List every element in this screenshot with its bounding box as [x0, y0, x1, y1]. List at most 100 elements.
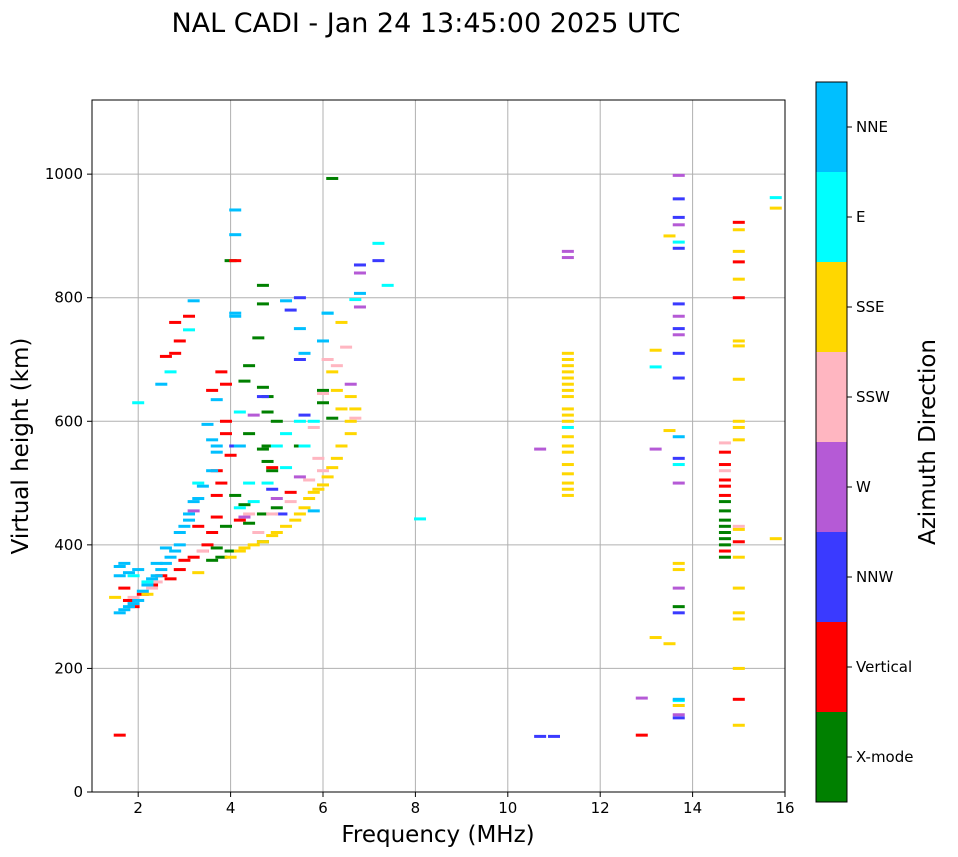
data-point-nne: [229, 314, 242, 318]
data-point-nne: [173, 531, 186, 534]
colorbar-swatch-nnw: [816, 532, 847, 622]
data-point-e: [672, 463, 685, 467]
data-point-nne: [150, 561, 163, 565]
data-point-sse: [298, 506, 311, 510]
data-point-w: [672, 223, 685, 227]
data-point-vertical: [113, 733, 126, 737]
data-point-sse: [732, 339, 745, 343]
data-point-sse: [561, 444, 574, 448]
colorbar-swatch-e: [816, 172, 847, 262]
data-point-w: [293, 475, 306, 479]
colorbar-swatch-vertical: [816, 622, 847, 712]
data-point-nnw: [672, 611, 685, 615]
data-point-sse: [335, 444, 348, 448]
data-point-sse: [247, 543, 260, 547]
data-point-sse: [561, 450, 574, 454]
data-point-vertical: [183, 314, 196, 318]
data-point-e: [141, 580, 154, 584]
data-point-nne: [229, 208, 242, 212]
data-point-sse: [561, 463, 574, 467]
data-point-vertical: [718, 463, 731, 467]
data-point-nnw: [548, 734, 560, 738]
data-point-vertical: [732, 296, 745, 300]
data-point-x-mode: [243, 364, 256, 368]
data-point-sse: [732, 617, 745, 621]
data-point-nne: [196, 484, 209, 488]
data-point-sse: [561, 358, 574, 361]
data-point-sse: [672, 568, 685, 572]
data-point-x-mode: [270, 419, 283, 423]
data-point-nnw: [284, 308, 297, 312]
data-point-sse: [732, 555, 745, 559]
data-point-nne: [183, 518, 196, 522]
data-point-x-mode: [270, 506, 283, 510]
data-point-sse: [732, 228, 745, 232]
data-point-x-mode: [256, 302, 269, 306]
data-point-nne: [141, 583, 154, 587]
data-point-e: [649, 365, 662, 369]
data-point-x-mode: [252, 336, 265, 340]
data-point-nne: [187, 500, 200, 504]
data-point-e: [132, 401, 145, 405]
data-point-e: [183, 328, 196, 332]
data-point-w: [672, 314, 685, 318]
data-point-vertical: [118, 586, 131, 590]
data-point-sse: [672, 561, 685, 565]
data-point-sse: [672, 704, 685, 707]
data-point-sse: [732, 419, 745, 423]
data-point-nnw: [534, 734, 547, 738]
data-point-e: [298, 444, 311, 448]
data-point-sse: [769, 537, 782, 541]
data-point-sse: [303, 497, 316, 501]
data-point-vertical: [215, 481, 228, 485]
data-point-vertical: [229, 259, 242, 263]
data-point-vertical: [718, 549, 731, 553]
data-point-vertical: [173, 568, 186, 572]
data-point-nne: [321, 311, 334, 315]
data-point-nne: [118, 608, 131, 612]
data-point-x-mode: [718, 555, 731, 559]
data-point-w: [672, 173, 685, 177]
data-point-e: [293, 419, 306, 423]
data-point-e: [247, 500, 260, 504]
data-point-nne: [233, 444, 246, 448]
data-point-nnw: [672, 456, 685, 460]
data-point-x-mode: [206, 558, 219, 562]
data-point-sse: [307, 490, 320, 494]
data-point-sse: [330, 388, 343, 392]
colorbar-swatch-sse: [816, 262, 847, 352]
data-point-nne: [155, 382, 168, 386]
data-point-ssw: [317, 391, 329, 395]
data-point-w: [672, 713, 685, 717]
data-point-sse: [330, 456, 343, 460]
colorbar-tick-label: W: [856, 478, 871, 496]
data-point-e: [561, 425, 574, 429]
data-point-nne: [317, 339, 329, 343]
data-point-e: [372, 241, 385, 245]
data-point-vertical: [732, 220, 745, 224]
data-point-sse: [321, 475, 334, 479]
data-point-sse: [326, 466, 339, 470]
data-point-vertical: [169, 320, 182, 324]
colorbar-tick-label: NNE: [856, 118, 888, 136]
x-tick-label: 16: [775, 799, 794, 817]
data-point-ssw: [718, 441, 731, 445]
data-point-sse: [732, 344, 745, 348]
data-point-vertical: [224, 453, 237, 457]
data-point-nne: [307, 509, 320, 513]
data-point-sse: [312, 487, 325, 491]
data-point-nne: [136, 589, 149, 593]
data-point-ssw: [146, 586, 159, 590]
data-point-vertical: [206, 531, 219, 534]
data-point-x-mode: [243, 521, 256, 525]
data-point-x-mode: [224, 549, 237, 553]
data-point-e: [270, 444, 283, 448]
data-point-ssw: [303, 478, 316, 482]
data-point-nnw: [266, 487, 279, 491]
data-point-x-mode: [718, 509, 731, 513]
data-point-vertical: [187, 555, 200, 559]
data-point-vertical: [732, 260, 745, 264]
data-point-e: [280, 466, 293, 470]
data-point-e: [243, 481, 256, 485]
